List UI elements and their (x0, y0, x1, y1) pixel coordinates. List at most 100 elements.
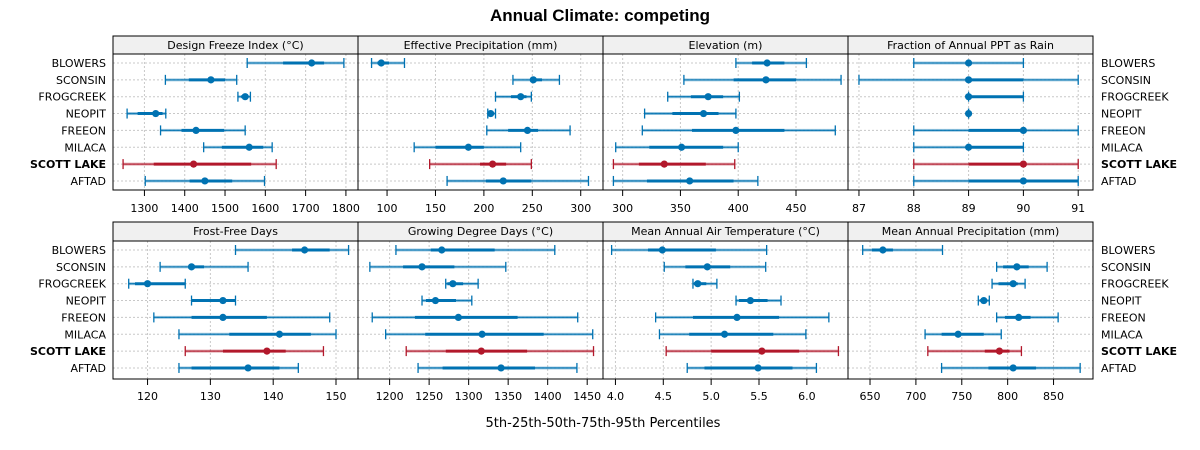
row-label-right: MILACA (1101, 141, 1143, 154)
x-tick-label: 300 (612, 202, 633, 215)
interval-freeon (371, 312, 579, 323)
row-label-left: AFTAD (70, 362, 106, 375)
x-tick-label: 700 (905, 390, 926, 403)
row-label-left: FREEON (61, 311, 106, 324)
median-point (1019, 177, 1027, 185)
interval-neopit (977, 295, 990, 306)
x-tick-label: 130 (200, 390, 221, 403)
median-point (1013, 263, 1021, 271)
interval-milaca (413, 142, 522, 153)
panel-frame (357, 240, 604, 380)
interval-neopit (643, 108, 737, 119)
median-point (449, 280, 457, 288)
interval-sconsin (683, 74, 842, 85)
panel-3: Fraction of Annual PPT as Rain 87 88 89 90 91 (847, 35, 1094, 215)
interval-scott-lake (927, 346, 1023, 357)
median-point (241, 93, 249, 101)
row-label-left: NEOPIT (66, 108, 107, 121)
row-label-right: SCOTT LAKE (1101, 158, 1177, 171)
x-tick-label: 1400 (534, 390, 562, 403)
interval-freeon (159, 125, 246, 136)
x-tick-label: 1300 (455, 390, 483, 403)
x-tick-label: 5.0 (702, 390, 720, 403)
interval-sconsin (858, 74, 1079, 85)
x-tick-label: 5.5 (750, 390, 768, 403)
interval-frogcreek (692, 278, 718, 289)
interval-aftad (940, 362, 1081, 373)
median-point (189, 160, 198, 168)
interval-freeon (486, 125, 571, 136)
x-tick-label: 1400 (171, 202, 199, 215)
interval-milaca (178, 329, 337, 340)
median-point (660, 160, 668, 168)
panel-7: Mean Annual Precipitation (mm) 650 700 750 8… (847, 221, 1094, 403)
interval-sconsin (369, 261, 507, 272)
median-point (301, 246, 309, 254)
interval-scott-lake (665, 346, 840, 357)
interval-aftad (686, 362, 818, 373)
panel-title: Fraction of Annual PPT as Rain (887, 39, 1054, 52)
median-point (187, 263, 196, 271)
x-tick-label: 1300 (130, 202, 158, 215)
interval-aftad (913, 175, 1079, 186)
median-point (995, 347, 1004, 355)
row-label-right: FROGCREEK (1101, 91, 1169, 104)
x-tick-label: 150 (425, 202, 446, 215)
x-tick-label: 1600 (251, 202, 279, 215)
panel-frame (602, 53, 849, 191)
median-point (477, 347, 485, 355)
interval-scott-lake (184, 346, 325, 357)
median-point (964, 143, 973, 151)
median-point (694, 280, 702, 288)
median-point (219, 313, 227, 321)
x-tick-label: 1800 (332, 202, 360, 215)
row-label-right: FREEON (1101, 124, 1146, 137)
median-point (686, 177, 694, 185)
row-label-left: NEOPIT (66, 295, 107, 308)
interval-neopit (735, 295, 782, 306)
panel-title: Mean Annual Precipitation (mm) (882, 225, 1059, 238)
interval-milaca (615, 142, 739, 153)
x-tick-label: 650 (860, 390, 881, 403)
median-point (478, 330, 486, 338)
median-point (1009, 280, 1017, 288)
x-tick-label: 1200 (376, 390, 404, 403)
interval-scott-lake (913, 159, 1079, 170)
interval-milaca (203, 142, 273, 153)
panel-title: Mean Annual Air Temperature (°C) (631, 225, 820, 238)
interval-neopit (964, 108, 973, 119)
median-point (275, 330, 284, 338)
x-tick-label: 87 (852, 202, 866, 215)
median-point (763, 59, 771, 67)
interval-blowers (735, 58, 808, 68)
row-label-left: AFTAD (70, 175, 106, 188)
interval-sconsin (996, 261, 1048, 272)
median-point (1019, 126, 1027, 134)
median-point (1015, 313, 1023, 321)
row-label-left: BLOWERS (52, 244, 106, 257)
interval-milaca (385, 329, 594, 340)
interval-aftad (144, 175, 266, 186)
x-tick-label: 140 (263, 390, 284, 403)
interval-neopit (190, 295, 237, 306)
median-point (431, 296, 440, 305)
panel-title: Frost-Free Days (193, 225, 278, 238)
interval-milaca (658, 329, 807, 340)
median-point (517, 93, 525, 101)
median-point (207, 76, 215, 84)
x-tick-label: 200 (473, 202, 494, 215)
row-label-left: FROGCREEK (38, 91, 106, 104)
median-point (377, 59, 385, 67)
median-point (487, 109, 495, 118)
x-tick-label: 850 (1043, 390, 1064, 403)
panels-layer: Design Freeze Index (°C) 1300 1400 1500 1600… (112, 35, 1094, 403)
interval-frogcreek (494, 91, 532, 102)
x-tick-label: 300 (570, 202, 591, 215)
interval-freeon (641, 125, 836, 136)
interval-blowers (234, 245, 350, 255)
interval-blowers (246, 58, 345, 68)
row-label-left: SCONSIN (56, 74, 106, 87)
median-point (699, 109, 708, 118)
interval-aftad (446, 175, 590, 186)
